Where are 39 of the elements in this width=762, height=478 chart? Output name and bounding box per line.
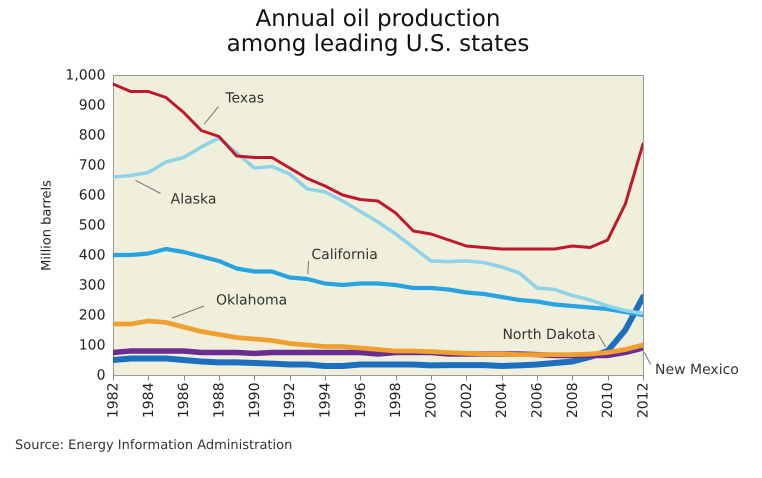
series-label: New Mexico — [655, 362, 739, 378]
x-tick-label: 1990 — [246, 382, 263, 418]
y-tick-label: 500 — [78, 218, 106, 234]
x-tick-label: 1998 — [388, 382, 404, 418]
line-series — [113, 246, 643, 318]
x-tick-label: 1986 — [176, 382, 192, 418]
y-tick-label: 700 — [78, 158, 106, 174]
y-tick-label: 400 — [78, 248, 106, 264]
y-axis-title: Million barrels — [39, 180, 54, 271]
x-tick-label: 2010 — [600, 382, 616, 418]
chart-title: Annual oil production among leading U.S. states — [226, 6, 530, 57]
series-label: California — [311, 247, 378, 263]
x-tick-label: 2000 — [424, 382, 440, 418]
series-label: Oklahoma — [216, 292, 288, 308]
x-tick-label: 2012 — [636, 382, 652, 418]
x-tick-label: 2002 — [458, 382, 475, 418]
series-label: Alaska — [170, 192, 216, 208]
y-tick-label: 200 — [78, 308, 106, 324]
x-tick-label: 1996 — [352, 382, 369, 418]
x-tick-label: 1982 — [106, 382, 122, 418]
y-tick-label: 0 — [96, 368, 106, 384]
y-tick-label: 800 — [78, 128, 106, 144]
x-tick-label: 2008 — [564, 382, 581, 418]
y-tick-label: 600 — [78, 188, 106, 204]
series-label: North Dakota — [502, 327, 596, 343]
x-tick-label: 1994 — [318, 382, 334, 418]
text: Texas — [224, 90, 264, 106]
y-tick-label: 100 — [78, 338, 106, 354]
x-tick-label: 1988 — [212, 382, 228, 418]
x-tick-label: 1984 — [140, 382, 157, 418]
source-note: Source: Energy Information Administration — [15, 438, 292, 453]
x-tick-label: 1992 — [282, 382, 298, 418]
x-tick-label: 2004 — [494, 382, 510, 418]
line-series — [113, 318, 643, 357]
x-tick-label: 2006 — [530, 382, 546, 418]
y-tick-label: 1,000 — [65, 68, 106, 84]
y-tick-label: 900 — [78, 98, 106, 114]
line-series — [113, 136, 643, 316]
y-tick-label: 300 — [78, 278, 106, 294]
